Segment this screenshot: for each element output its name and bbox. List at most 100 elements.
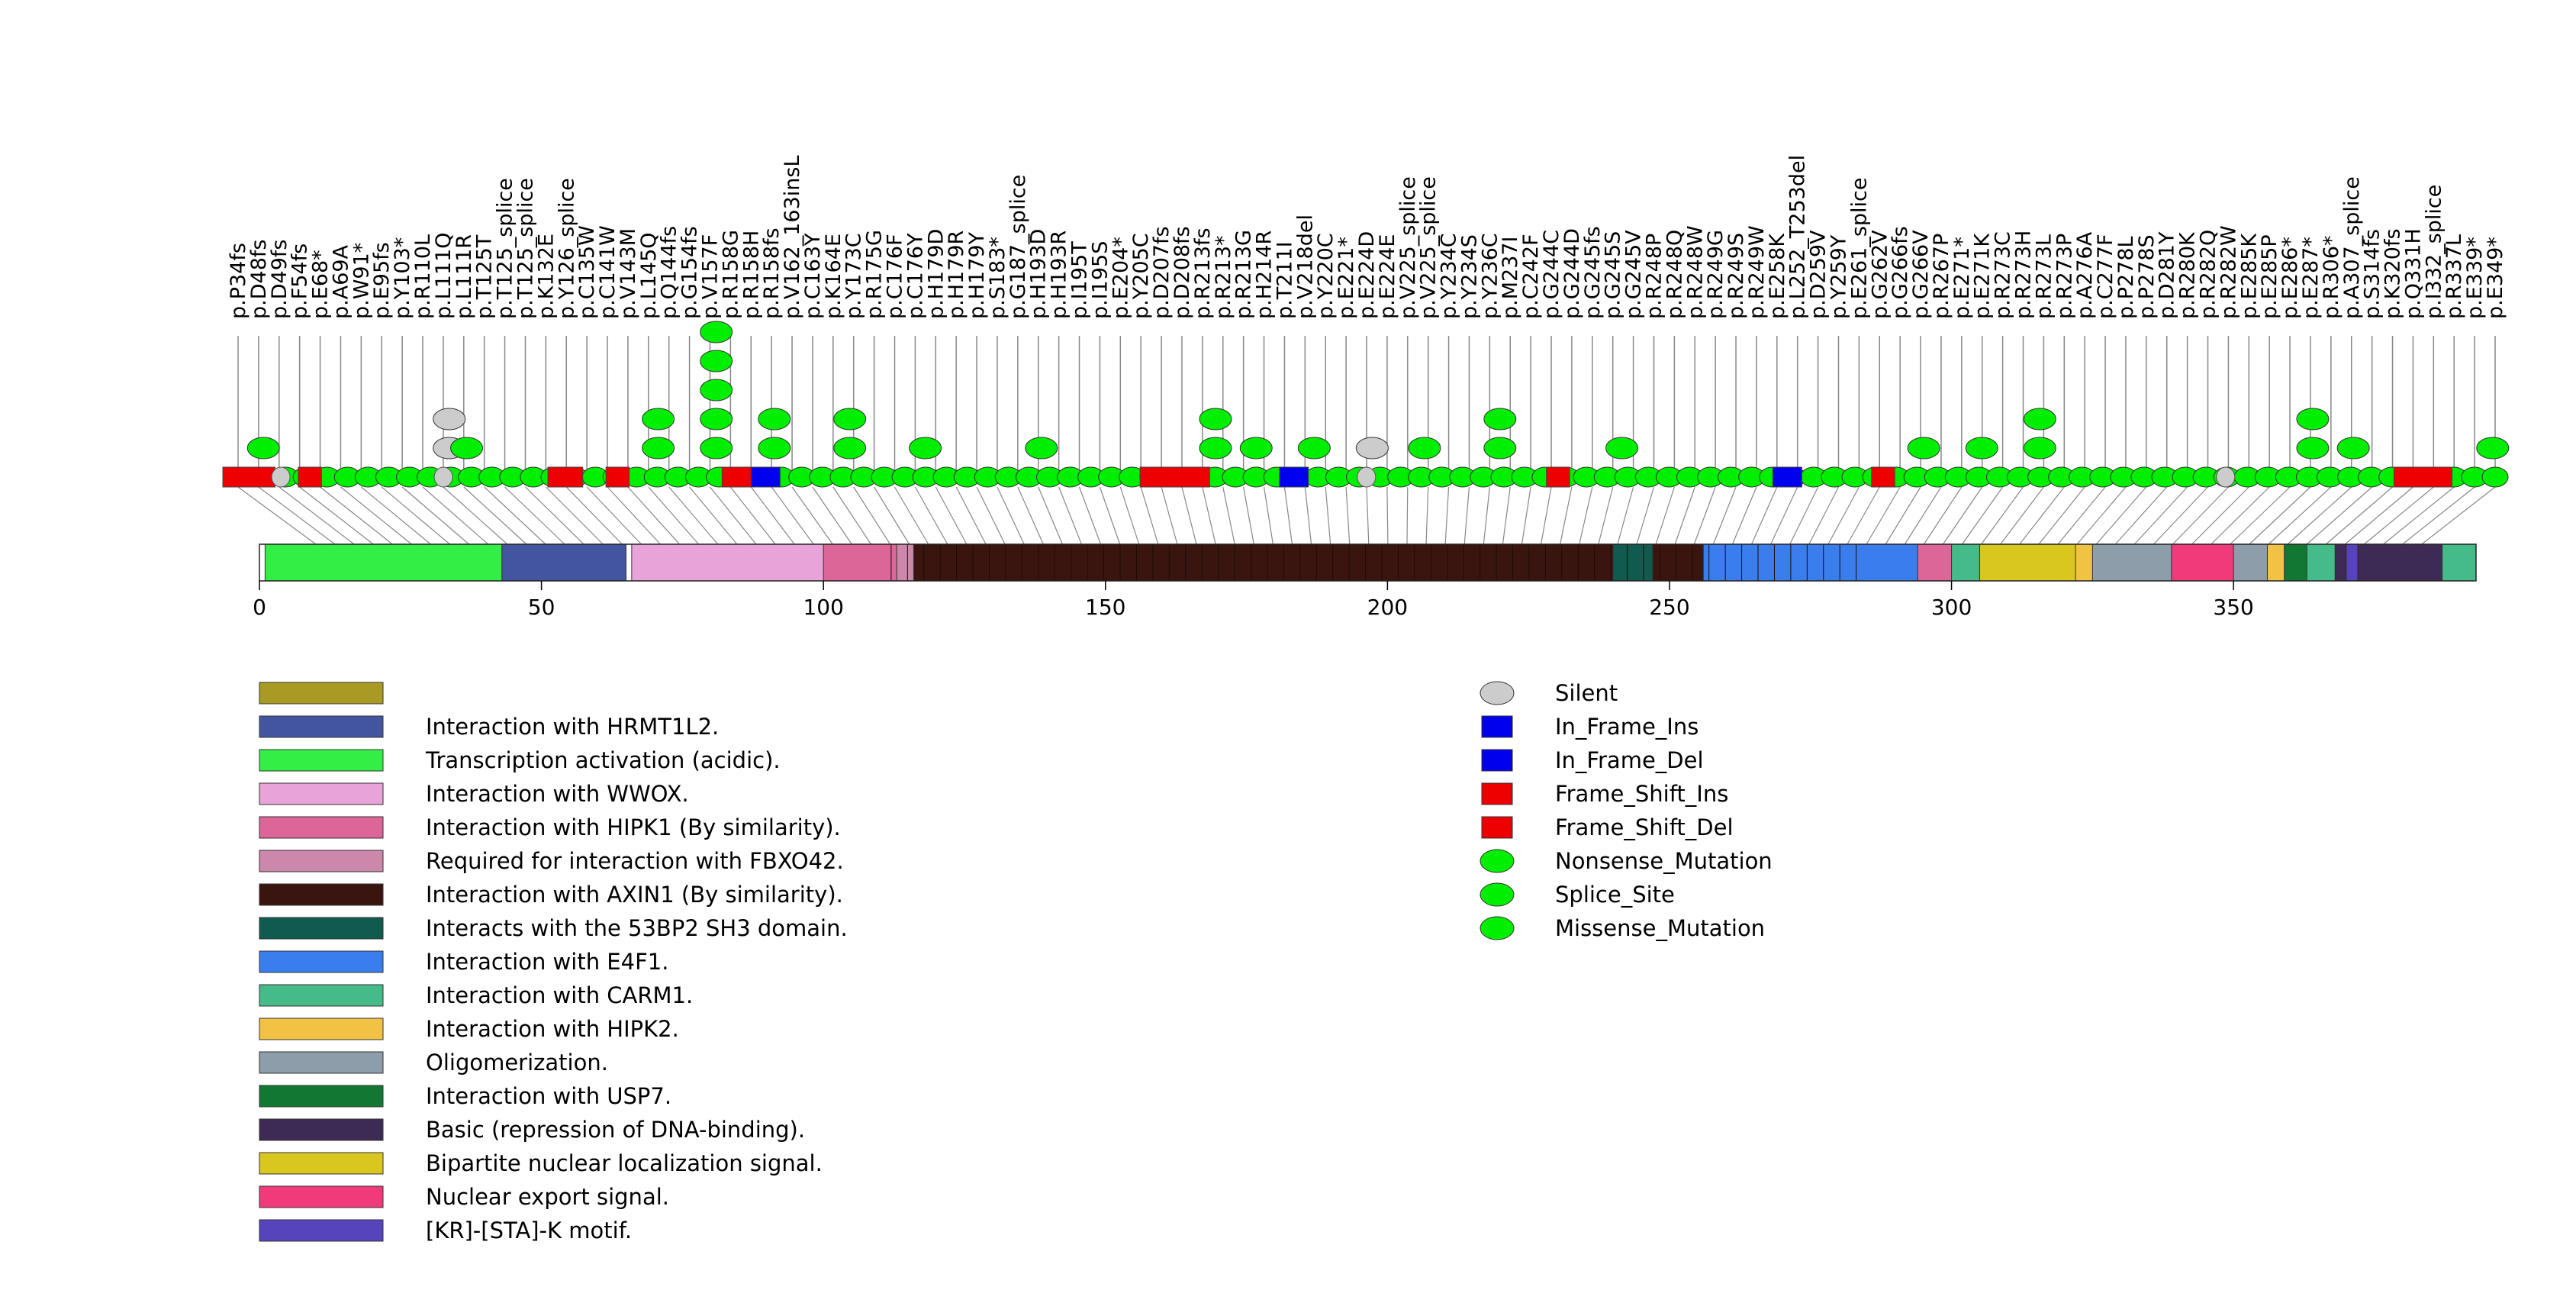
track-to-domain-line [1425,486,1429,545]
axis-tick-label: 350 [2213,595,2253,620]
mutation-label: p.F54fs [288,243,312,319]
axis-tick-label: 100 [803,595,843,620]
track-to-domain-line [1693,486,1716,545]
mutation-label: p.V225_splice [1417,176,1441,319]
track-to-domain-line [1078,486,1102,545]
legend-mutation-label: Frame_Shift_Del [1555,814,1734,840]
track-to-domain-line [2268,486,2332,545]
mutation-label: p.R248P [1642,234,1666,319]
mutation-label: p.V143M [617,228,640,319]
track-to-domain-line [1751,486,1778,545]
mutation-label: p.Y126_splice [555,178,578,319]
mutation-label: p.P278L [2114,236,2138,319]
lollipop-bubble [758,437,791,460]
legend-mutation-label: Nonsense_Mutation [1555,848,1773,874]
legend-domain-label: Interaction with CARM1. [426,982,693,1008]
mutation-label: p.E95fs [370,242,394,319]
lollipop-bubble [1483,408,1517,431]
track-to-domain-line [2287,486,2352,545]
mutation-label: p.H193D [1027,229,1051,319]
track-to-domain-line [2230,486,2291,545]
legend-mutation-rect [1481,715,1513,738]
track-to-domain-line [1140,486,1159,545]
mutation-label: p.R110L [411,234,435,319]
track-to-domain-line [729,486,776,545]
legend-domain-swatch [259,1152,384,1175]
mutation-label: p.R158H [739,231,763,319]
track-to-domain-line [976,486,1006,545]
track-to-domain-line [771,486,814,545]
legend-domain-swatch [259,782,384,805]
track-block-frame_shift_del [1871,466,1895,488]
legend-mutation-ellipse [1480,882,1515,907]
mutation-label: p.Q331H [2401,228,2425,319]
mutation-label: p.Y234C [1438,233,1461,319]
legend: Interaction with HRMT1L2. Transcription a… [259,680,1773,1243]
axis-tick-label: 50 [528,595,555,620]
track-to-domain-line [607,486,661,545]
legend-domain-label: Interaction with USP7. [426,1083,671,1109]
lollipop-bubble [758,408,791,431]
mutation-label: p.G245V [1622,230,1646,319]
track-to-domain-line [2133,486,2188,545]
mutation-label: p.R249W [1745,225,1769,319]
legend-domain-label: Required for interaction with FBXO42. [426,848,844,874]
mutation-label: p.H179R [945,231,968,319]
lollipop-bubble [642,408,675,431]
mutation-label: p.T125T [473,234,497,319]
mutation-label: p.C242F [1519,234,1543,319]
mutation-label: p.H193R [1048,231,1071,319]
track-to-domain-line [1463,486,1470,545]
track-block-in_frame_del [1772,466,1802,488]
track-to-domain-line [997,486,1025,545]
track-to-domain-line [1283,486,1293,545]
legend-domain-swatch [259,950,384,973]
axis-tick-label: 250 [1649,595,1689,620]
lollipop-bubble [700,321,733,343]
lollipop-bubble [1297,437,1331,460]
mutation-label: p.C135W [575,225,599,319]
track-to-domain-line [340,486,412,545]
track-to-domain-line [2344,486,2413,545]
mutation-label: p.I195T [1068,241,1092,319]
legend-mutation-label: In_Frame_Del [1555,747,1704,773]
lollipop-bubble [2296,408,2330,431]
mutation-label: p.R306* [2320,235,2343,319]
lollipop-bubble [833,408,867,431]
track-to-domain-line [791,486,833,545]
legend-domain-label: Interaction with WWOX. [426,781,689,807]
lollipop-bubble [1408,437,1441,460]
mutation-label: p.R273H [2012,231,2036,319]
track-to-domain-line [853,486,891,545]
mutation-lollipops [246,321,2510,460]
lollipop-bubble [1199,437,1232,460]
track-to-domain-line [1789,486,1819,545]
track-to-domain-line [668,486,719,545]
mutation-label: p.Q144fs [658,226,681,319]
track-to-domain-line [648,486,700,545]
lollipop-bubble [2296,437,2330,460]
track-to-domain-line [1617,486,1634,545]
mutation-label: p.E285P [2258,234,2281,319]
mutation-label: p.G262V [1868,230,1892,319]
track-block-frame_shift_del [547,466,584,488]
domain-interaction-with-usp7 [2284,543,2307,582]
track-to-domain-line [1962,486,2004,545]
mutation-label: p.E349* [2484,237,2507,319]
mutation-label: p.V157F [698,234,722,319]
mutation-label: p.V218del [1293,214,1317,319]
axis-tick-label: 150 [1085,595,1125,620]
track-to-domain-line [1847,486,1880,545]
mutation-label: p.H179Y [965,231,989,319]
lollipop-bubble [833,437,867,460]
mutation-label: p.H214R [1253,231,1277,319]
mutation-label: p.D281Y [2156,231,2179,319]
track-to-domain-line [565,486,623,545]
track-to-domain-line [2325,486,2393,545]
track-to-domain-line [1598,486,1614,545]
legend-domain-label: Interacts with the 53BP2 SH3 domain. [426,915,848,941]
legend-mutation-ellipse [1480,916,1515,940]
track-to-domain-line [1325,486,1331,545]
mutation-label: p.G187_splice [1006,175,1030,319]
